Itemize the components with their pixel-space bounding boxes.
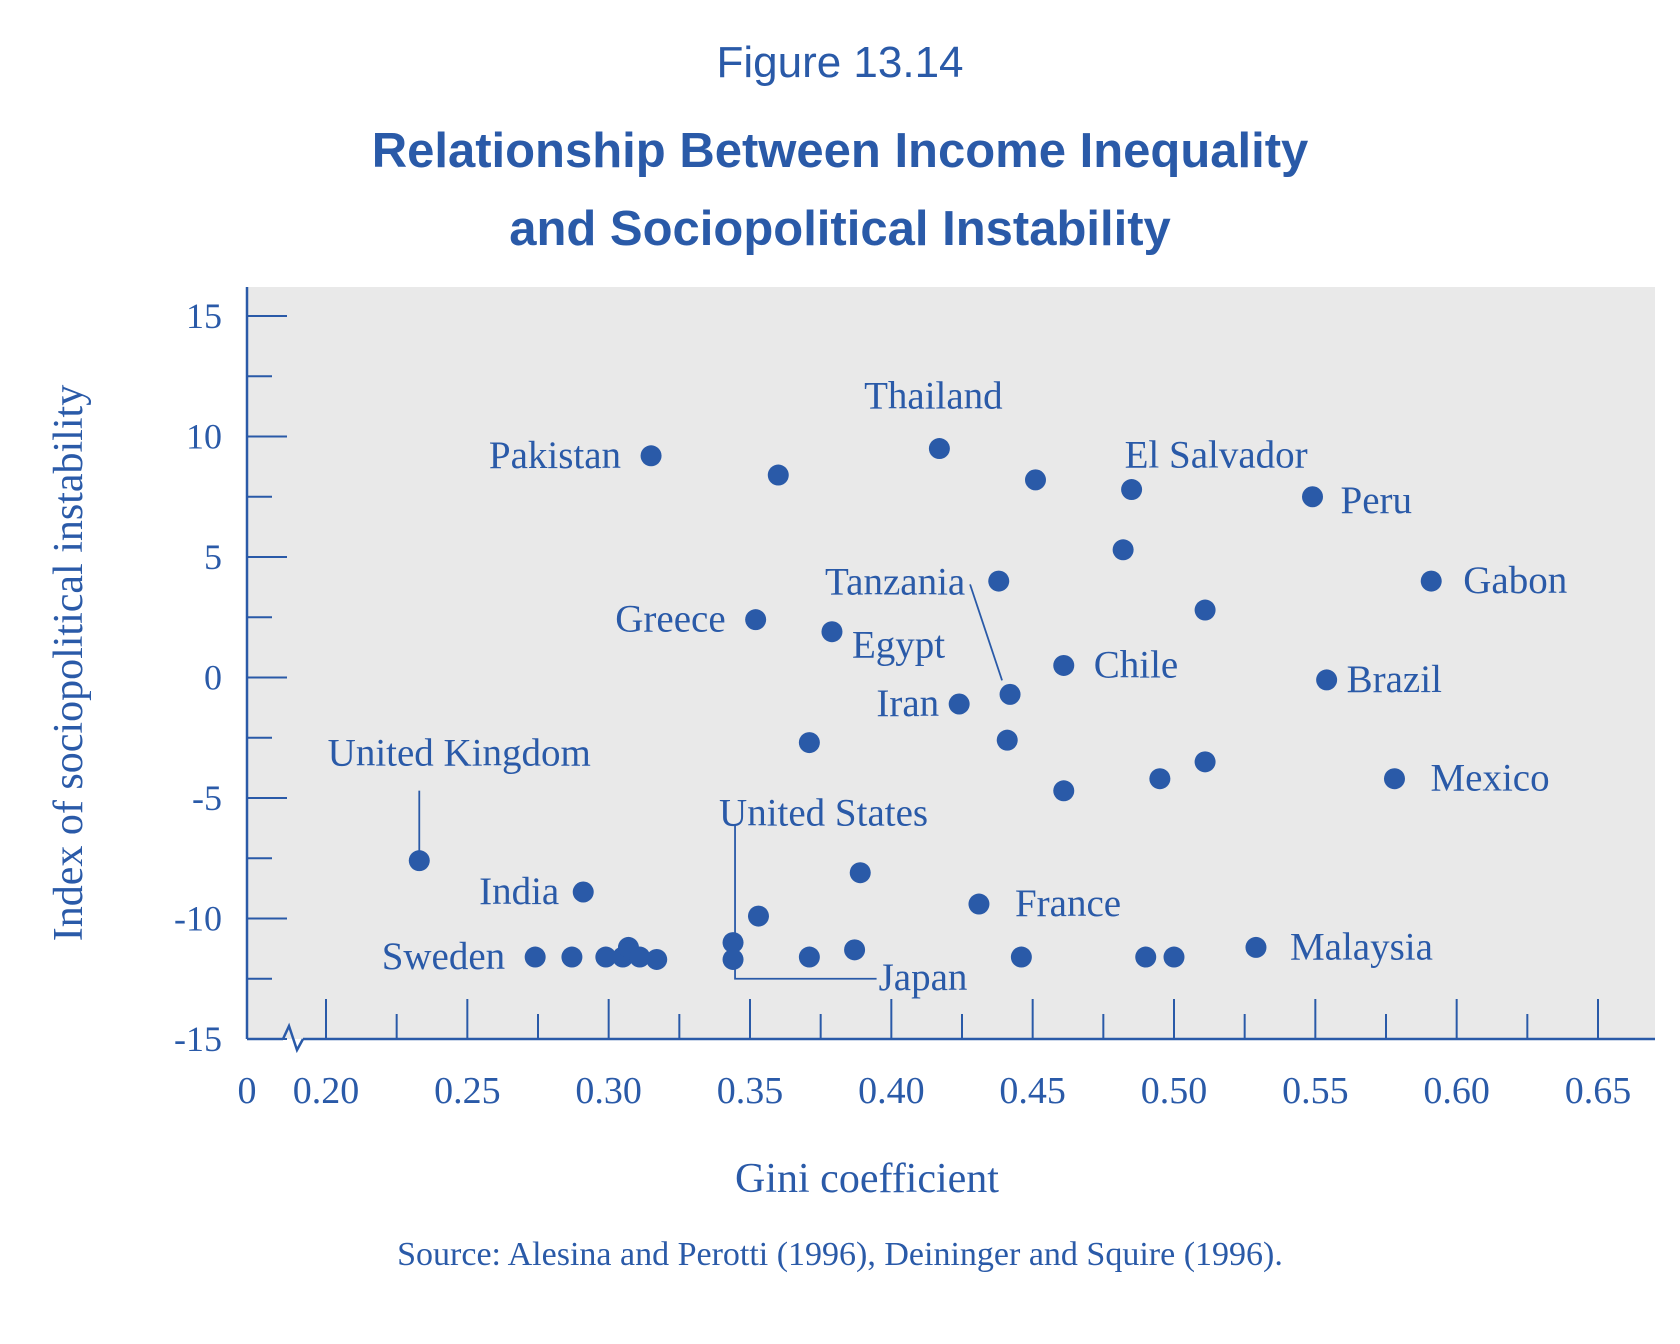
- x-tick-label: 0.20: [293, 1070, 360, 1112]
- data-point: [996, 729, 1018, 751]
- leader-line: [734, 824, 877, 980]
- y-tick-label: -15: [174, 1019, 222, 1059]
- data-point: [1010, 946, 1032, 968]
- data-point: [968, 893, 990, 915]
- data-point: [1316, 669, 1338, 691]
- ticks: -15 -10 -5 0 5 10 15 0 0.20 0.25 0.30 0.35 0.40 0.45 0…: [174, 296, 1631, 1112]
- data-point: [1420, 570, 1442, 592]
- data-point: [1121, 479, 1143, 501]
- data-point: [1024, 469, 1046, 491]
- point-label: Malaysia: [1290, 925, 1433, 968]
- data-point: [595, 946, 617, 968]
- chart-title-line-1: Relationship Between Income Inequality: [371, 124, 1309, 178]
- data-point: [1383, 768, 1405, 790]
- point-label: Sweden: [382, 935, 505, 978]
- data-point: [1149, 768, 1171, 790]
- data-point: [646, 948, 668, 970]
- point-label: Thailand: [864, 375, 1003, 418]
- x-tick-label: 0.40: [858, 1070, 925, 1112]
- source-note: Source: Alesina and Perotti (1996), Dein…: [397, 1236, 1283, 1273]
- point-label: Chile: [1094, 643, 1179, 686]
- y-axis-label: Index of sociopolitical instability: [46, 385, 92, 941]
- point-label: Mexico: [1430, 757, 1549, 800]
- data-point: [1135, 946, 1157, 968]
- data-point: [561, 946, 583, 968]
- data-point: [572, 881, 594, 903]
- data-point: [849, 862, 871, 884]
- point-label: Tanzania: [825, 560, 965, 603]
- point-label: El Salvador: [1125, 434, 1308, 477]
- data-point: [767, 464, 789, 486]
- x-tick-label: 0.35: [717, 1070, 784, 1112]
- data-point: [722, 948, 744, 970]
- data-point: [1245, 936, 1267, 958]
- data-point: [629, 946, 651, 968]
- data-point: [1053, 654, 1075, 676]
- x-tick-label: 0.45: [999, 1070, 1066, 1112]
- x-tick-label: 0.25: [434, 1070, 501, 1112]
- data-point: [821, 621, 843, 643]
- point-label: Pakistan: [489, 434, 621, 477]
- y-tick-label: -5: [192, 778, 222, 818]
- data-point: [1053, 780, 1075, 802]
- data-point: [745, 609, 767, 631]
- data-points: [408, 438, 1442, 970]
- data-point: [948, 693, 970, 715]
- data-point: [928, 438, 950, 460]
- x-tick-label: 0.55: [1282, 1070, 1349, 1112]
- point-label: Iran: [876, 682, 939, 725]
- data-point: [798, 946, 820, 968]
- point-label: United Kingdom: [328, 732, 591, 775]
- point-label: Egypt: [852, 624, 945, 667]
- figure-number: Figure 13.14: [716, 38, 964, 87]
- x-tick-label: 0.60: [1423, 1070, 1490, 1112]
- x-axis-break-mark: [281, 1022, 305, 1054]
- plot-area: [247, 287, 1655, 1039]
- chart-title-line-2: and Sociopolitical Instability: [509, 202, 1171, 256]
- y-tick-label: 0: [204, 658, 222, 698]
- data-point: [798, 732, 820, 754]
- point-label: Japan: [879, 956, 968, 999]
- data-point: [524, 946, 546, 968]
- x-tick-label: 0.50: [1141, 1070, 1208, 1112]
- x-tick-label: 0.30: [575, 1070, 642, 1112]
- point-label: Brazil: [1347, 658, 1442, 701]
- x-tick-label: 0: [238, 1070, 257, 1112]
- y-tick-label: 15: [186, 296, 222, 336]
- data-point: [1194, 599, 1216, 621]
- leader-line: [969, 584, 1003, 681]
- data-point: [999, 683, 1021, 705]
- point-label: United States: [719, 792, 928, 835]
- data-point: [1112, 539, 1134, 561]
- chart-title: Relationship Between Income Inequality a…: [0, 112, 1680, 268]
- x-tick-label: 0.65: [1565, 1070, 1632, 1112]
- data-point: [988, 570, 1010, 592]
- data-point: [1194, 751, 1216, 773]
- data-point: [640, 445, 662, 467]
- point-label: France: [1015, 882, 1121, 925]
- data-point: [844, 939, 866, 961]
- y-tick-label: 5: [204, 537, 222, 577]
- x-axis-label: Gini coefficient: [735, 1156, 999, 1202]
- y-tick-label: 10: [186, 417, 222, 457]
- data-point: [408, 850, 430, 872]
- point-label: Peru: [1341, 479, 1413, 522]
- data-point: [722, 932, 744, 954]
- data-point: [747, 905, 769, 927]
- point-label: Greece: [615, 598, 725, 641]
- y-tick-label: -10: [174, 899, 222, 939]
- point-label: Gabon: [1463, 559, 1567, 602]
- point-label: India: [479, 870, 559, 913]
- data-point: [1302, 486, 1324, 508]
- point-labels: Pakistan Thailand El Salvador Peru Gabon Gree…: [328, 375, 1568, 999]
- leader-lines: [418, 584, 1003, 980]
- data-point: [1163, 946, 1185, 968]
